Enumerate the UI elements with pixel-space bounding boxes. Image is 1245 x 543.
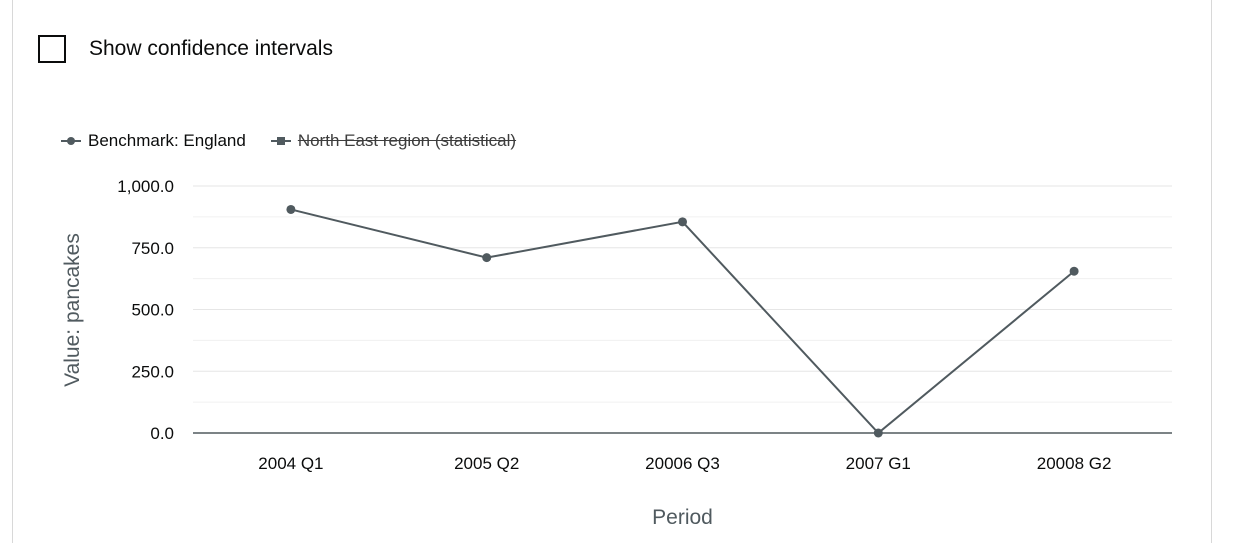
chart-legend: Benchmark: England North East region (st…	[60, 131, 540, 151]
legend-label: North East region (statistical)	[297, 131, 517, 150]
legend-item-benchmark-england[interactable]: Benchmark: England	[60, 131, 246, 151]
line-circle-marker-icon	[61, 137, 81, 145]
x-tick-label: 2007 G1	[846, 454, 911, 473]
data-point	[1069, 266, 1079, 276]
y-tick-label: 500.0	[131, 301, 174, 320]
checkbox-box[interactable]	[38, 35, 66, 63]
x-tick-label: 2004 Q1	[258, 454, 323, 473]
data-point	[482, 253, 492, 263]
y-tick-label: 1,000.0	[117, 177, 174, 196]
chart-panel	[12, 0, 1212, 543]
series-line	[290, 208, 1075, 435]
x-tick-label: 20006 Q3	[645, 454, 720, 473]
legend-item-north-east-region[interactable]: North East region (statistical)	[270, 131, 516, 151]
y-axis-title: Value: pancakes	[61, 233, 84, 387]
line-square-marker-icon	[270, 137, 291, 145]
x-tick-label: 2005 Q2	[454, 454, 519, 473]
data-point	[678, 217, 687, 227]
legend-label: Benchmark: England	[88, 131, 246, 150]
x-tick-label: 20008 G2	[1037, 454, 1112, 473]
x-axis-title: Period	[652, 506, 713, 529]
y-tick-label: 750.0	[131, 239, 174, 258]
confidence-intervals-label: Show confidence intervals	[89, 37, 333, 60]
data-point	[286, 204, 296, 214]
confidence-intervals-checkbox[interactable]: Show confidence intervals	[38, 35, 333, 63]
y-tick-label: 250.0	[131, 362, 174, 381]
data-point	[873, 428, 883, 438]
y-tick-label: 0.0	[150, 424, 174, 443]
